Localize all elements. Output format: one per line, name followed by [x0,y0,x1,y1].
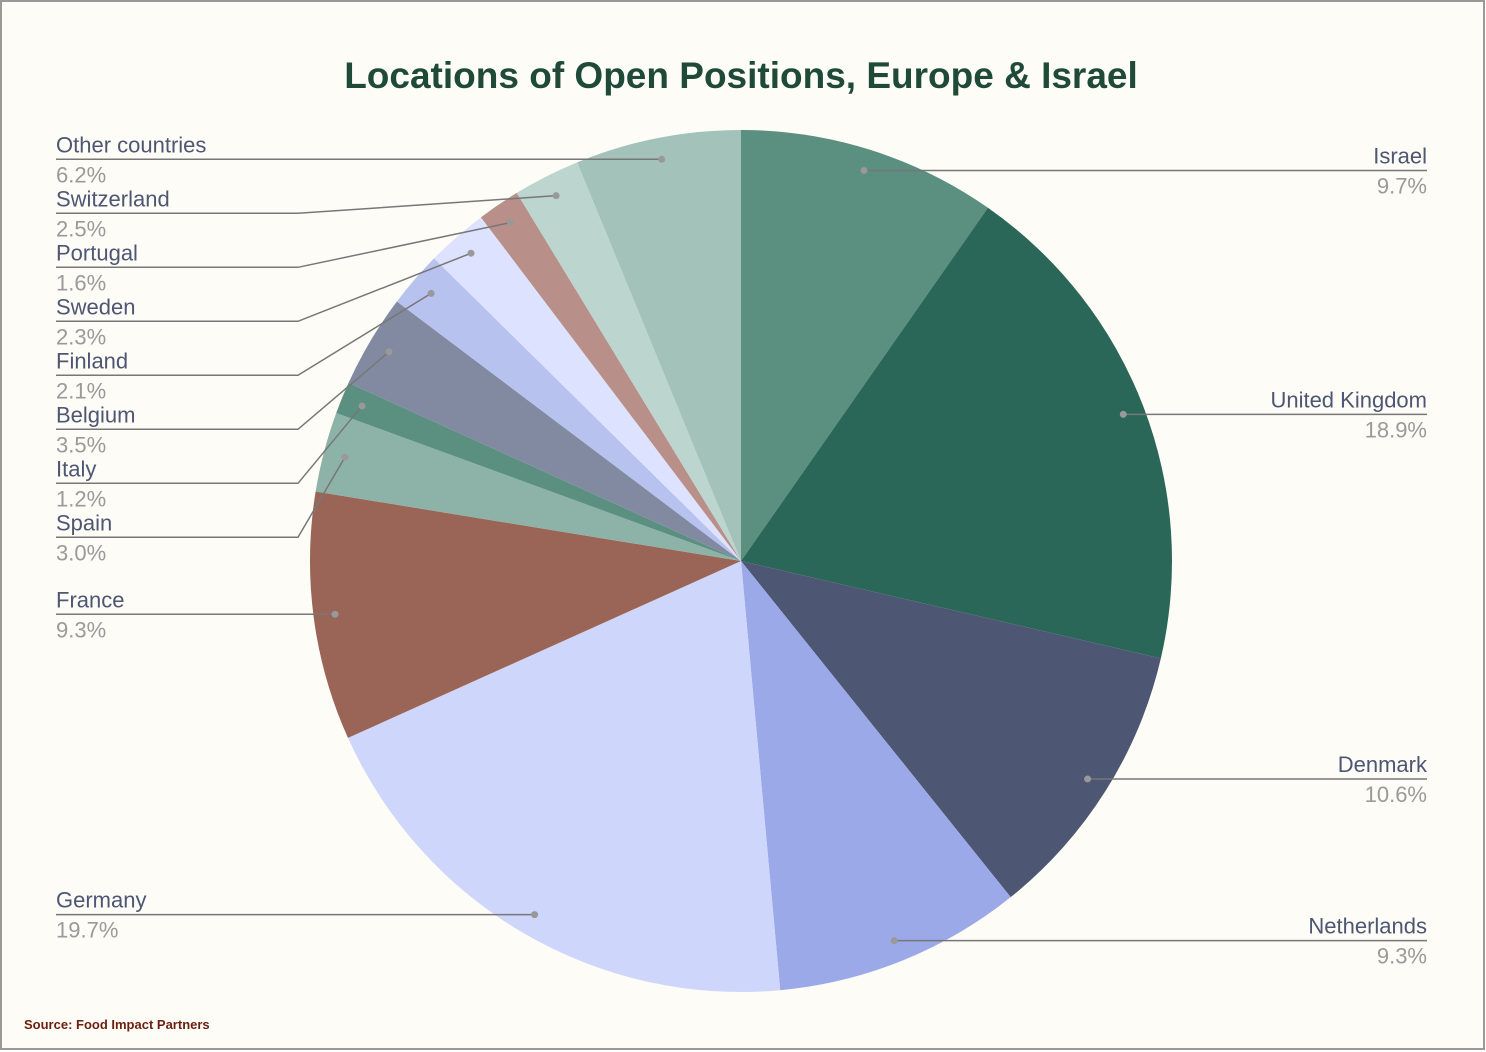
chart-title: Locations of Open Positions, Europe & Is… [344,55,1138,96]
value-label: 3.5% [56,432,106,457]
value-label: 3.0% [56,540,106,565]
leader-dot [552,192,560,200]
slice-label: Germany [56,888,146,913]
pie-slice [480,192,741,561]
leader-dot [1119,410,1127,418]
slice-label: Belgium [56,402,135,427]
pie-slice [741,561,1161,898]
leader-dot [341,453,349,461]
value-label: 6.2% [56,162,106,187]
leader-line [56,351,390,431]
leader-line [56,456,346,539]
leader-dot [331,610,339,618]
leader-line [56,252,472,323]
leader-line [56,405,363,485]
value-label: 18.9% [1365,417,1427,442]
pie-slice [741,561,1011,991]
value-label: 1.6% [56,270,106,295]
pie-slice [348,301,741,561]
pie-slice [396,258,741,561]
pie-slice [741,207,1172,659]
leader-dot [531,911,539,919]
leader-dot [507,218,515,226]
slice-label: Switzerland [56,186,170,211]
slice-label: Israel [1373,143,1427,168]
value-label: 2.3% [56,324,106,349]
slice-label: Italy [56,456,96,481]
leader-line [56,221,511,269]
leader-dot [890,937,898,945]
leader-dot [427,289,435,297]
value-label: 2.5% [56,216,106,241]
slice-label: Other countries [56,132,206,157]
value-label: 9.7% [1377,173,1427,198]
pie-slice [577,130,741,561]
slice-label: Sweden [56,294,136,319]
leader-dot [1084,775,1092,783]
leader-dot [658,155,666,163]
value-label: 9.3% [56,617,106,642]
pie-slice [741,130,988,561]
leader-dot [860,166,868,174]
pie-slice [315,412,741,561]
value-label: 1.2% [56,486,106,511]
value-label: 10.6% [1365,782,1427,807]
slice-label: Spain [56,510,112,535]
slice-label: Portugal [56,240,138,265]
slice-label: Denmark [1338,752,1428,777]
pie-slice [347,561,781,992]
source: Source: Food Impact Partners [24,1017,210,1032]
pie-slice [516,162,741,561]
value-label: 9.3% [1377,944,1427,969]
slice-label: United Kingdom [1270,387,1427,412]
leader-dot [385,348,393,356]
leader-dot [358,402,366,410]
value-label: 19.7% [56,918,118,943]
slice-label: Finland [56,348,128,373]
leader-dot [467,249,475,257]
slice-label: Netherlands [1308,914,1427,939]
leader-line [56,292,432,377]
slice-label: France [56,587,124,612]
pie-slice [309,491,741,738]
value-label: 2.1% [56,378,106,403]
leader-line [56,194,557,215]
pie-slice [336,382,741,561]
pie-slice [434,217,741,561]
